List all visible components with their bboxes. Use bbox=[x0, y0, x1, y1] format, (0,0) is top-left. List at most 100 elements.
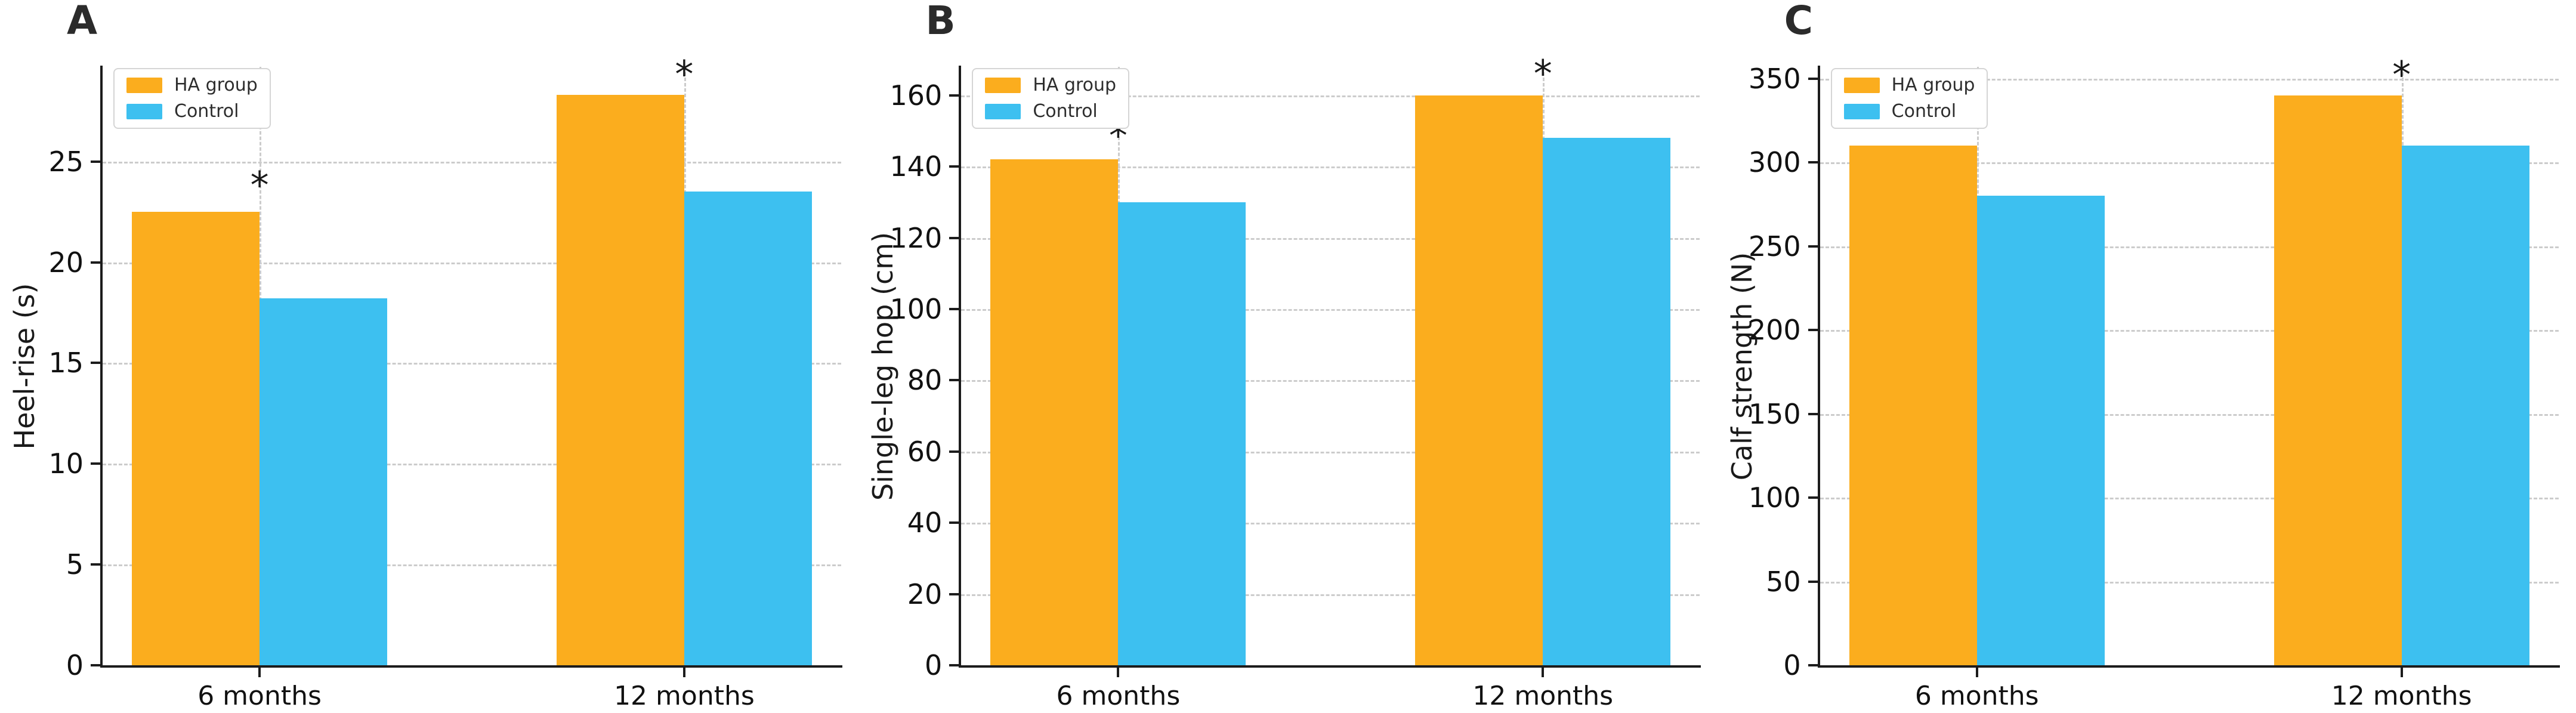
panel-letter-b: B bbox=[925, 0, 956, 44]
y-gridline bbox=[1820, 413, 2559, 416]
y-tick bbox=[91, 362, 100, 365]
y-tick-label: 150 bbox=[1748, 397, 1801, 430]
y-tick-label: 50 bbox=[1766, 565, 1801, 598]
y-tick bbox=[1808, 664, 1818, 666]
y-tick bbox=[1808, 161, 1818, 164]
y-tick-label: 200 bbox=[1748, 314, 1801, 347]
y-gridline bbox=[1820, 498, 2559, 500]
y-tick bbox=[949, 592, 959, 595]
bar-ha-group-12-months bbox=[556, 95, 684, 665]
legend-label-control: Control bbox=[1033, 101, 1098, 122]
y-axis-line bbox=[959, 66, 962, 668]
plot-area-b: Single-leg hop (cm) * * 0 20 40 60 80 100 120 14… bbox=[867, 55, 1701, 709]
y-tick-label: 0 bbox=[66, 649, 84, 681]
y-tick bbox=[1808, 77, 1818, 80]
bar-control-6-months bbox=[1976, 196, 2105, 665]
panel-c: C Calf strength (N) ** 05010015020025030… bbox=[1718, 0, 2576, 713]
panel-b: B Single-leg hop (cm) * * 0 20 40 60 80 100 120… bbox=[858, 0, 1717, 713]
legend-label-control: Control bbox=[174, 101, 239, 122]
legend-item-control: Control bbox=[985, 103, 1116, 121]
legend-swatch-control bbox=[985, 104, 1021, 119]
x-tick bbox=[682, 668, 685, 677]
plot-area-c: Calf strength (N) ** 0501001502002503003… bbox=[1726, 57, 2560, 709]
y-tick-label: 25 bbox=[48, 145, 84, 178]
y-axis-line bbox=[100, 66, 103, 668]
legend-item-ha-group: HA group bbox=[126, 76, 258, 94]
y-gridline bbox=[1820, 581, 2559, 584]
legend-swatch-control bbox=[126, 104, 162, 119]
y-gridline bbox=[961, 308, 1700, 311]
y-gridline bbox=[961, 523, 1700, 525]
legend: HA group Control bbox=[1830, 68, 1988, 129]
y-tick-label: 300 bbox=[1748, 146, 1801, 179]
y-tick-label: 350 bbox=[1748, 62, 1801, 95]
y-tick-label: 100 bbox=[1748, 481, 1801, 514]
legend-swatch-control bbox=[1843, 104, 1880, 119]
y-tick bbox=[949, 94, 959, 97]
y-tick bbox=[1808, 580, 1818, 583]
y-tick-label: 5 bbox=[66, 548, 84, 581]
legend-swatch-ha-group bbox=[985, 78, 1021, 93]
y-tick bbox=[1808, 412, 1818, 415]
x-tick bbox=[258, 668, 261, 677]
legend: HA group Control bbox=[972, 68, 1130, 129]
y-gridline bbox=[1820, 78, 2559, 81]
legend-item-ha-group: HA group bbox=[985, 76, 1116, 94]
y-gridline bbox=[961, 95, 1700, 97]
y-tick bbox=[1808, 496, 1818, 499]
bar-control-12-months bbox=[684, 192, 812, 665]
bar-control-6-months bbox=[260, 298, 388, 665]
y-axis-label: Calf strength (N) bbox=[1725, 252, 1758, 480]
bar-ha-group-6-months bbox=[990, 159, 1119, 665]
y-tick bbox=[91, 563, 100, 566]
panel-letter-c: C bbox=[1784, 0, 1814, 44]
panel-a: A Heel-rise (s) * * 0 5 10 15 20 25 6 months 12 … bbox=[0, 0, 858, 713]
y-tick bbox=[1808, 329, 1818, 332]
y-tick-label: 0 bbox=[1783, 649, 1801, 681]
y-gridline bbox=[961, 380, 1700, 382]
y-tick bbox=[91, 261, 100, 264]
y-tick bbox=[949, 379, 959, 382]
y-tick bbox=[91, 664, 100, 666]
y-tick-label: 160 bbox=[889, 79, 943, 112]
plot-area-a: Heel-rise (s) * * 0 5 10 15 20 25 6 months 12 mo… bbox=[8, 56, 842, 709]
bar-ha-group-12-months bbox=[2274, 95, 2402, 665]
y-tick-label: 15 bbox=[48, 347, 84, 379]
y-tick-label: 0 bbox=[925, 649, 943, 681]
y-gridline bbox=[1820, 246, 2559, 248]
significance-asterisk: * bbox=[250, 163, 269, 207]
legend: HA group Control bbox=[113, 68, 271, 129]
significance-asterisk: * bbox=[1533, 52, 1552, 96]
y-tick-label: 100 bbox=[889, 292, 943, 325]
y-gridline bbox=[103, 161, 841, 163]
y-tick bbox=[949, 664, 959, 666]
bar-ha-group-6-months bbox=[1849, 146, 1977, 665]
y-tick bbox=[949, 450, 959, 453]
x-axis-line bbox=[100, 665, 842, 668]
x-tick-label: 12 months bbox=[2331, 681, 2472, 711]
y-tick bbox=[949, 165, 959, 168]
y-tick-label: 60 bbox=[907, 435, 943, 468]
y-tick bbox=[91, 462, 100, 465]
significance-asterisk: * bbox=[675, 53, 694, 97]
y-tick-label: 120 bbox=[889, 221, 943, 254]
y-tick-label: 20 bbox=[48, 246, 84, 279]
bar-control-6-months bbox=[1118, 202, 1246, 665]
y-tick bbox=[949, 521, 959, 524]
y-tick-label: 250 bbox=[1748, 230, 1801, 263]
y-tick bbox=[91, 160, 100, 163]
bar-control-12-months bbox=[2401, 146, 2529, 665]
legend-item-ha-group: HA group bbox=[1843, 76, 1975, 94]
legend-label-ha-group: HA group bbox=[1033, 75, 1117, 95]
y-tick-label: 20 bbox=[907, 578, 943, 610]
x-tick-label: 6 months bbox=[197, 681, 322, 711]
y-gridline bbox=[961, 166, 1700, 169]
bar-control-12-months bbox=[1543, 138, 1671, 665]
x-tick-label: 12 months bbox=[614, 681, 755, 711]
y-gridline bbox=[1820, 330, 2559, 332]
legend-label-ha-group: HA group bbox=[174, 75, 258, 95]
x-tick bbox=[1975, 668, 1978, 677]
y-gridline bbox=[103, 564, 841, 567]
x-tick-label: 6 months bbox=[1914, 681, 2039, 711]
